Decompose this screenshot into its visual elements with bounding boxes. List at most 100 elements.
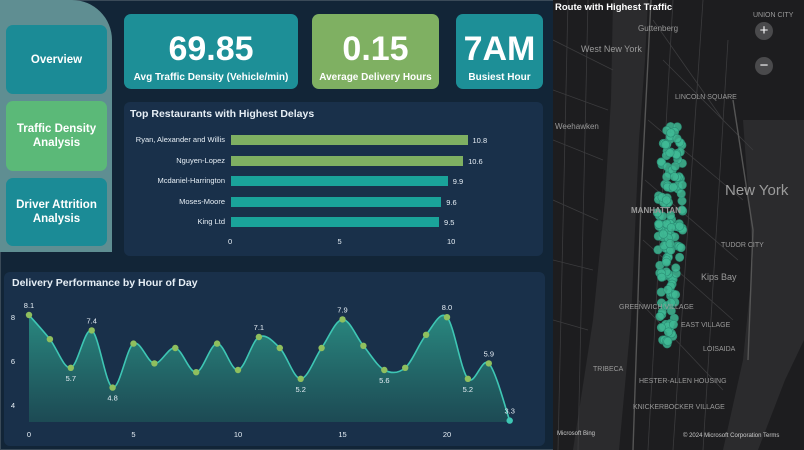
bar[interactable] [231, 217, 440, 227]
route-dot[interactable] [661, 257, 671, 267]
data-point[interactable] [402, 364, 409, 371]
nav-driver-label: Driver Attrition Analysis [16, 199, 97, 225]
data-point[interactable] [151, 360, 158, 367]
bar[interactable] [231, 196, 442, 207]
route-dot[interactable] [669, 172, 679, 182]
bar[interactable] [231, 155, 464, 166]
data-point[interactable] [443, 314, 451, 321]
route-dot[interactable] [652, 208, 662, 218]
route-dot[interactable] [665, 148, 675, 158]
route-dot[interactable] [663, 285, 673, 295]
data-point[interactable] [381, 366, 388, 374]
route-dot[interactable] [657, 272, 667, 282]
route-dot[interactable] [675, 221, 685, 231]
data-point[interactable] [193, 369, 200, 376]
nav-traffic-density-button[interactable]: Traffic Density Analysis [6, 101, 107, 171]
map-label-new-york: New York [725, 182, 789, 199]
x-tick-label: 15 [338, 430, 346, 439]
map-label-greenwich-village: GREENWICH VILLAGE [619, 304, 694, 311]
map-label-kips-bay: Kips Bay [701, 272, 737, 282]
map-label-west-new-york: West New York [581, 44, 642, 54]
route-dot[interactable] [656, 157, 666, 167]
map-label-knickerbocker: KNICKERBOCKER VILLAGE [633, 404, 725, 411]
data-point[interactable] [318, 344, 325, 352]
bar-value-label: 9.6 [446, 197, 457, 207]
route-dot[interactable] [666, 223, 676, 233]
route-dot[interactable] [668, 320, 678, 330]
data-point[interactable] [360, 342, 367, 349]
route-dot[interactable] [663, 336, 673, 346]
map-label-lincoln-square: LINCOLN SQUARE [675, 94, 737, 101]
map-label-hester-allen: HESTER-ALLEN HOUSING [639, 378, 727, 385]
route-dot[interactable] [666, 128, 676, 138]
route-dot[interactable] [675, 252, 685, 262]
data-point[interactable] [67, 364, 75, 371]
route-dot[interactable] [671, 290, 681, 300]
route-dot[interactable] [661, 195, 671, 205]
data-point[interactable] [297, 375, 304, 382]
x-tick-label: 0 [27, 430, 31, 439]
data-point[interactable] [485, 360, 492, 367]
data-point[interactable] [109, 384, 116, 391]
data-point[interactable] [130, 340, 137, 347]
route-dot[interactable] [672, 134, 682, 144]
route-dot[interactable] [658, 229, 668, 239]
route-dot[interactable] [663, 327, 673, 337]
route-dot[interactable] [661, 140, 671, 150]
zoom-in-button[interactable]: + [755, 22, 773, 40]
data-point[interactable] [506, 417, 513, 424]
route-dot[interactable] [662, 172, 672, 182]
data-point[interactable] [464, 375, 472, 382]
data-label: 4.8 [107, 394, 117, 403]
route-dot[interactable] [676, 189, 686, 199]
kpi-avg-traffic-density: 69.85 Avg Traffic Density (Vehicle/min) [124, 14, 298, 89]
delivery-performance-title: Delivery Performance by Hour of Day [12, 277, 198, 289]
bar-value-label: 9.9 [452, 177, 464, 186]
data-point[interactable] [276, 344, 283, 352]
area-fill [29, 315, 510, 422]
data-point[interactable] [88, 327, 95, 334]
route-dot[interactable] [665, 239, 675, 249]
route-dot[interactable] [676, 243, 686, 253]
data-label: 8.1 [24, 301, 34, 310]
data-point[interactable] [422, 331, 430, 338]
kpi-average-delivery-hours: 0.15 Average Delivery Hours [312, 14, 439, 89]
data-point[interactable] [339, 316, 346, 323]
map-label-manhattan: MANHATTAN [631, 206, 681, 215]
data-point[interactable] [172, 344, 179, 352]
nav-overview-button[interactable]: Overview [6, 25, 107, 94]
route-dot[interactable] [666, 306, 676, 316]
kpi-busiest-label: Busiest Hour [468, 72, 531, 83]
data-point[interactable] [213, 340, 221, 347]
zoom-out-button[interactable]: − [755, 57, 773, 75]
nav-driver-attrition-button[interactable]: Driver Attrition Analysis [6, 178, 107, 246]
data-label: 5.6 [379, 376, 389, 385]
data-point[interactable] [234, 366, 242, 374]
bing-logo: Microsoft Bing [557, 431, 596, 437]
route-dot[interactable] [656, 323, 666, 333]
route-dot[interactable] [671, 263, 681, 273]
data-point[interactable] [25, 311, 33, 319]
data-point[interactable] [255, 333, 263, 341]
bar-x-tick: 0 [228, 237, 233, 246]
data-label: 3.3 [504, 407, 514, 416]
map-label-tudor-city: TUDOR CITY [721, 242, 764, 249]
route-dot[interactable] [677, 205, 687, 215]
bar[interactable] [231, 135, 468, 145]
map-title: Route with Highest Traffic [555, 2, 673, 13]
data-point[interactable] [46, 336, 54, 343]
bar[interactable] [231, 176, 448, 186]
map-label-tribeca: TRIBECA [593, 366, 624, 373]
map-attribution[interactable]: © 2024 Microsoft Corporation Terms [683, 433, 780, 439]
route-dot[interactable] [668, 182, 678, 192]
data-label: 7.1 [254, 323, 264, 332]
route-dot[interactable] [655, 311, 665, 321]
kpi-delivery-label: Average Delivery Hours [319, 72, 432, 83]
route-map[interactable]: Route with Highest Traffic + − UNION CIT… [553, 0, 804, 450]
route-dot[interactable] [654, 219, 664, 229]
kpi-delivery-value: 0.15 [342, 30, 409, 68]
route-dot[interactable] [670, 161, 680, 171]
data-label: 5.7 [66, 374, 76, 383]
data-label: 5.9 [484, 349, 494, 358]
route-dot[interactable] [677, 180, 687, 190]
